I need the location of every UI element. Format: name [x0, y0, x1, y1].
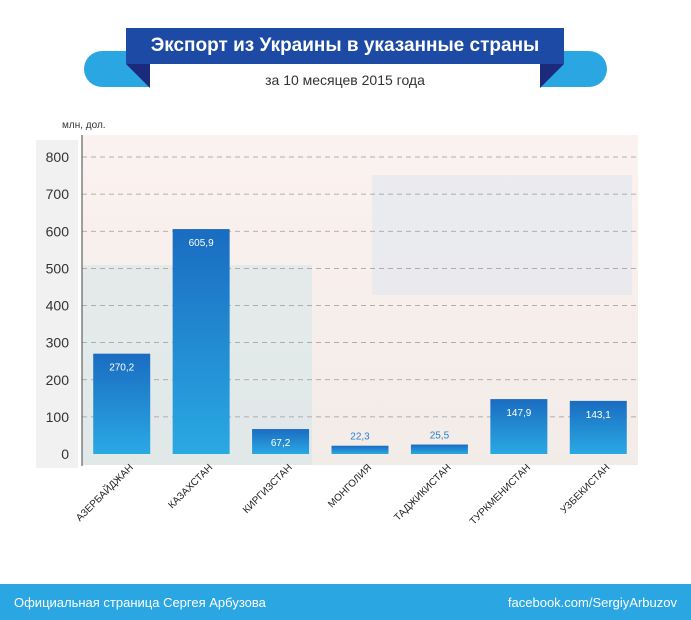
- x-tick-label: УЗБЕКИСТАН: [559, 462, 613, 516]
- bar: [331, 445, 389, 454]
- y-tick-label: 300: [46, 335, 70, 351]
- y-tick-label: 100: [46, 409, 70, 425]
- y-tick-label: 700: [46, 186, 70, 202]
- bar: [172, 229, 230, 454]
- bar: [93, 353, 151, 454]
- bar: [569, 400, 627, 454]
- y-tick-label: 400: [46, 298, 70, 314]
- y-axis-unit-label: млн, дол.: [62, 120, 106, 131]
- y-tick-labels: 0 100 200 300 400 500 600 700 800: [46, 149, 70, 462]
- bar-chart: 0 100 200 300 400 500 600 700 800 270,2 605,9 67,2…: [46, 135, 638, 527]
- chart-subtitle: за 10 месяцев 2015 года: [150, 64, 540, 96]
- y-tick-label: 0: [61, 446, 69, 462]
- chart-title: Экспорт из Украины в указанные страны: [126, 28, 564, 64]
- bar-value-label: 67,2: [271, 438, 291, 449]
- y-tick-label: 800: [46, 149, 70, 165]
- ribbon-fold-left: [126, 64, 150, 88]
- bar: [490, 399, 548, 454]
- x-tick-label: МОНГОЛИЯ: [326, 462, 374, 510]
- footer-bar: Официальная страница Сергея Арбузова fac…: [0, 584, 691, 620]
- footer-page-name: Официальная страница Сергея Арбузова: [14, 595, 266, 610]
- bar: [252, 429, 310, 454]
- grid-lines: [82, 156, 638, 418]
- bar-value-label: 270,2: [109, 363, 134, 374]
- footer-facebook-link[interactable]: facebook.com/SergiyArbuzov: [507, 595, 677, 610]
- x-tick-label: КАЗАХСТАН: [166, 462, 215, 511]
- bar-value-label: 147,9: [506, 408, 531, 419]
- x-tick-label: АЗЕРБАЙДЖАН: [73, 461, 136, 524]
- x-tick-labels: АЗЕРБАЙДЖАН КАЗАХСТАН КИРГИЗСТАН МОНГОЛИЯ ТА…: [73, 461, 613, 527]
- bar-value-label: 22,3: [350, 432, 370, 443]
- bar-value-label: 25,5: [430, 431, 450, 442]
- y-tick-label: 200: [46, 372, 70, 388]
- bar: [410, 444, 468, 454]
- bar-value-label: 605,9: [189, 238, 214, 249]
- ribbon-fold-right: [540, 64, 564, 88]
- x-tick-label: КИРГИЗСТАН: [241, 462, 295, 516]
- y-tick-label: 500: [46, 260, 70, 276]
- x-tick-label: ТАДЖИКИСТАН: [392, 462, 453, 523]
- y-axis-band: [36, 140, 78, 468]
- bar-value-label: 143,1: [586, 410, 611, 421]
- x-tick-label: ТУРКМЕНИСТАН: [468, 462, 533, 527]
- bars: 270,2 605,9 67,2 22,3 25,5 147,9 143,1: [93, 229, 627, 454]
- y-tick-label: 600: [46, 223, 70, 239]
